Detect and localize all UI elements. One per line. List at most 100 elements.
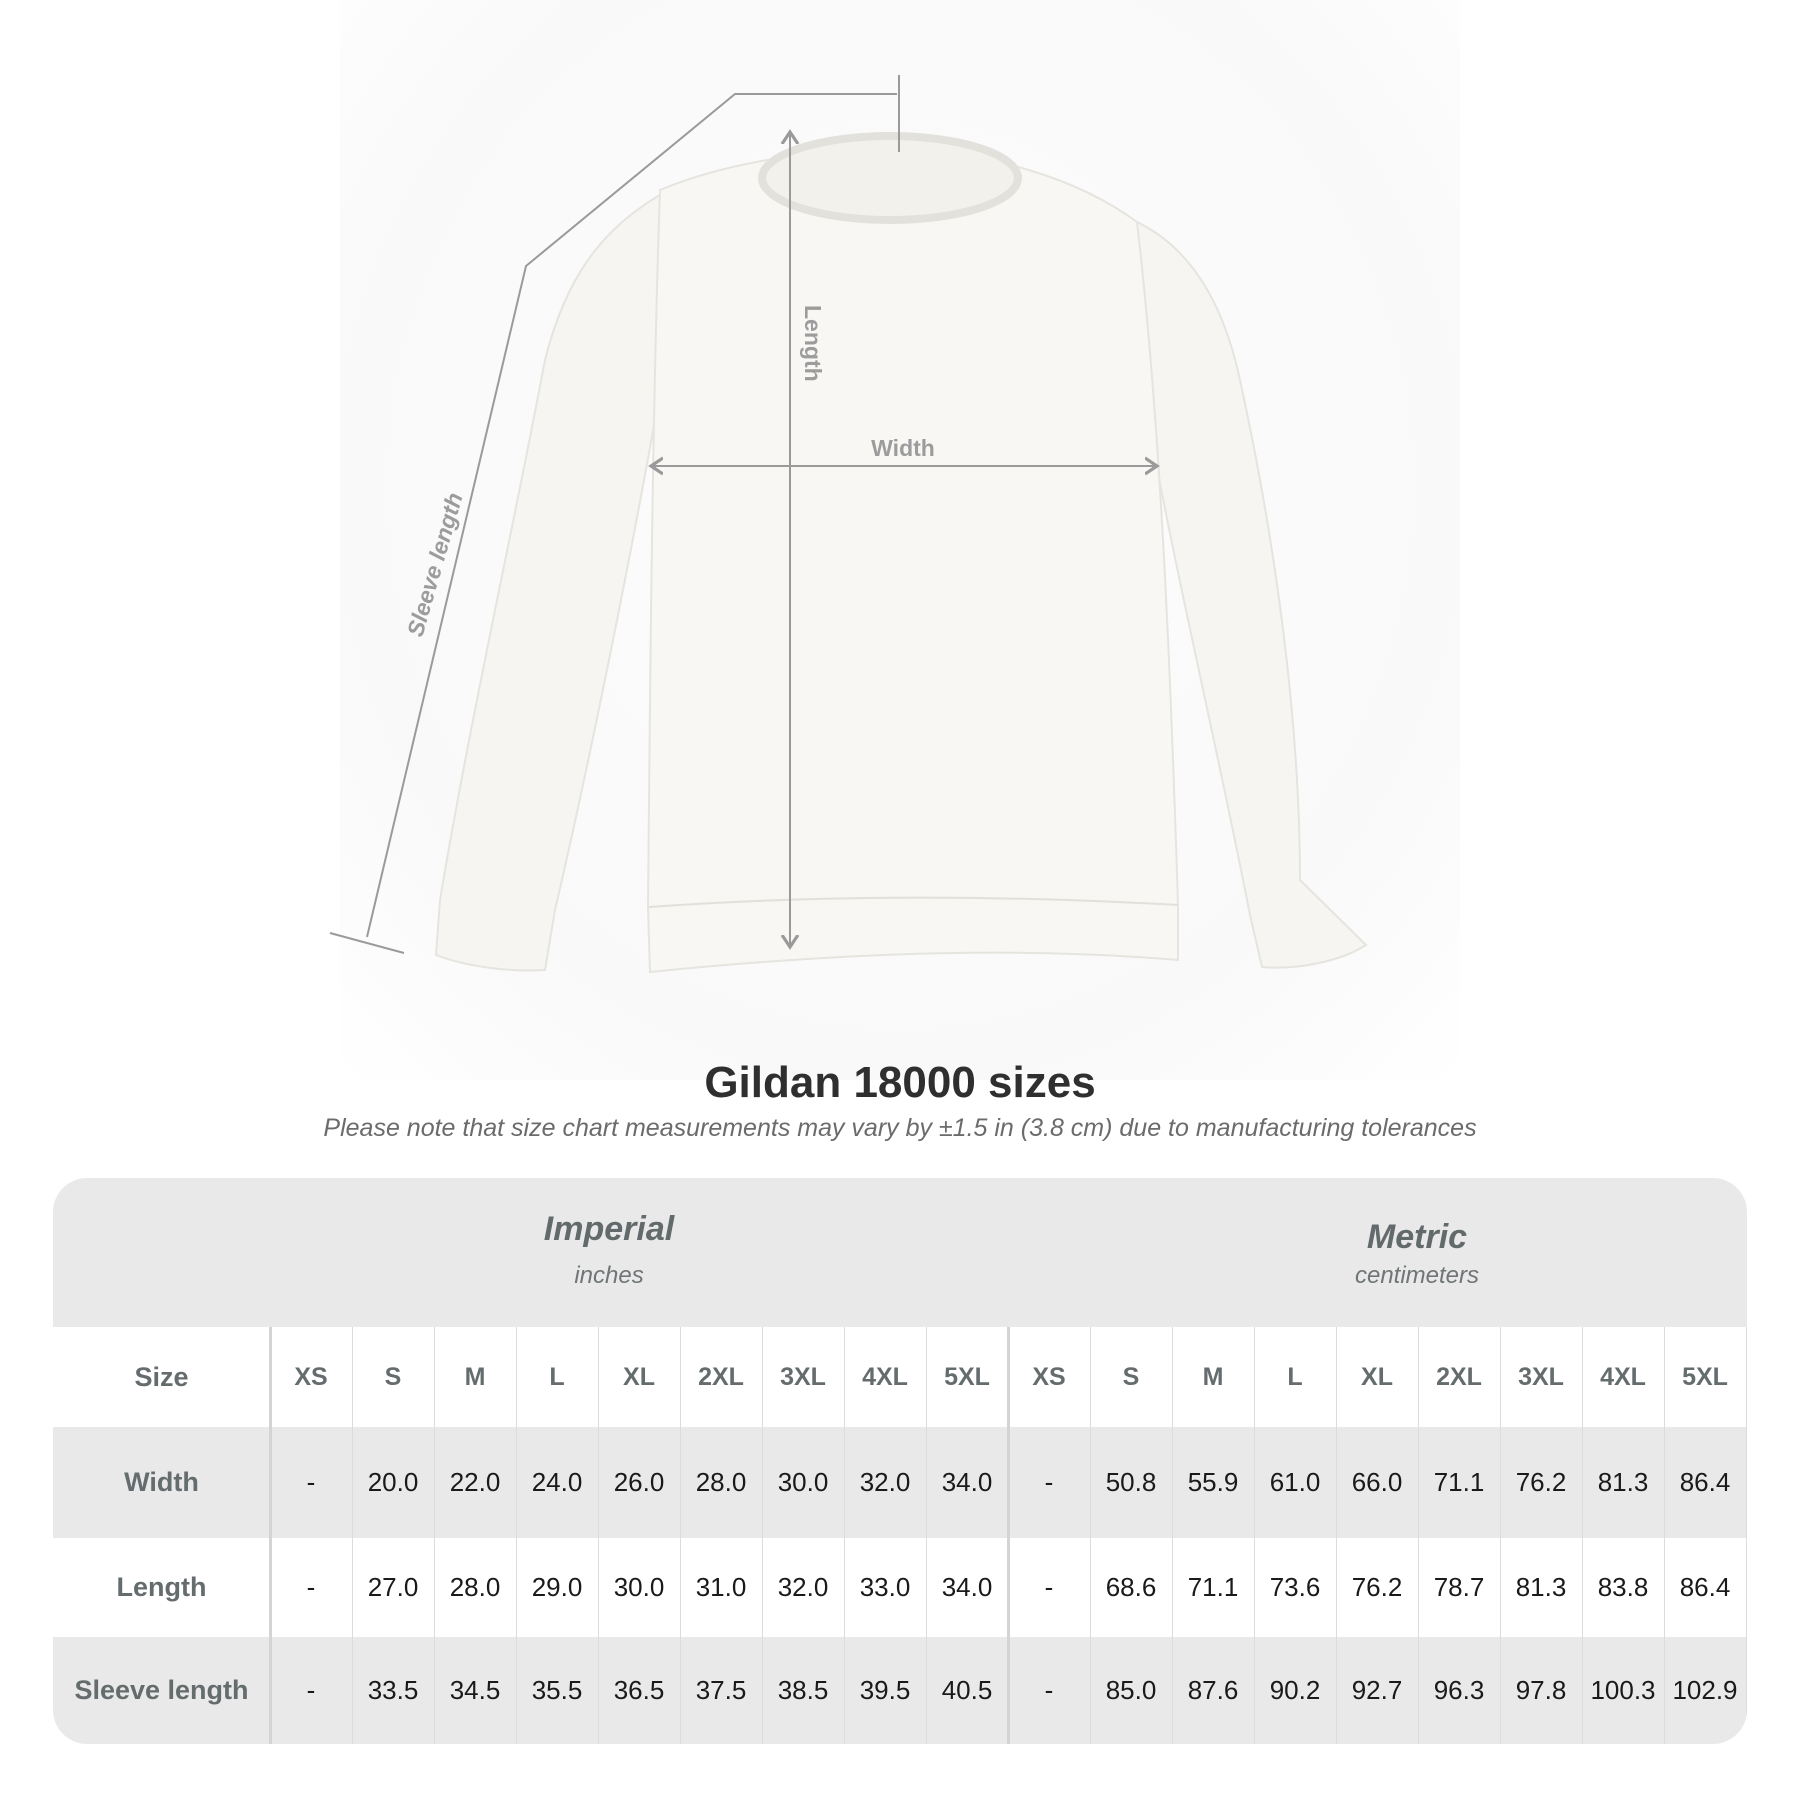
metric-size-header: 5XL: [1682, 1362, 1728, 1391]
imperial-value-cell: 24.0: [531, 1467, 583, 1497]
metric-value-cell: 81.3: [1597, 1467, 1649, 1497]
column-divider: [926, 1327, 927, 1744]
metric-value-cell: 97.8: [1515, 1675, 1567, 1705]
length-label: Length: [800, 305, 826, 382]
imperial-size-header: 3XL: [780, 1362, 826, 1391]
imperial-value-cell: 26.0: [613, 1467, 665, 1497]
column-divider: [1582, 1327, 1583, 1744]
metric-value-cell: 73.6: [1269, 1572, 1321, 1602]
metric-title: Metric: [1366, 1218, 1468, 1256]
column-divider: [1254, 1327, 1255, 1744]
metric-unit: centimeters: [1354, 1262, 1480, 1289]
sweatshirt-diagram: Length Width Sleeve length: [329, 75, 1368, 974]
column-divider: [1746, 1327, 1747, 1744]
column-divider: [269, 1327, 272, 1744]
metric-value-cell: 81.3: [1515, 1572, 1567, 1602]
column-divider: [1090, 1327, 1091, 1744]
metric-size-header: XL: [1361, 1362, 1393, 1391]
metric-value-cell: 96.3: [1433, 1675, 1485, 1705]
table-header-band: [53, 1178, 1747, 1327]
metric-value-cell: -: [1044, 1572, 1054, 1602]
imperial-value-cell: 28.0: [695, 1467, 747, 1497]
sleeve-length-label: Sleeve length: [402, 490, 468, 640]
imperial-size-header: 2XL: [698, 1362, 744, 1391]
imperial-value-cell: 27.0: [367, 1572, 419, 1602]
metric-size-header: M: [1202, 1362, 1224, 1391]
metric-value-cell: 85.0: [1105, 1675, 1157, 1705]
metric-value-cell: 90.2: [1269, 1675, 1321, 1705]
column-divider: [1172, 1327, 1173, 1744]
metric-value-cell: 55.9: [1187, 1467, 1239, 1497]
column-divider: [1418, 1327, 1419, 1744]
metric-size-header: 3XL: [1518, 1362, 1564, 1391]
metric-value-cell: -: [1044, 1467, 1054, 1497]
imperial-size-header: XL: [623, 1362, 655, 1391]
column-divider: [680, 1327, 681, 1744]
metric-size-header: L: [1287, 1362, 1303, 1391]
column-divider: [1336, 1327, 1337, 1744]
metric-value-cell: 78.7: [1433, 1572, 1485, 1602]
imperial-size-header: 4XL: [862, 1362, 908, 1391]
imperial-value-cell: 31.0: [695, 1572, 747, 1602]
metric-value-cell: 86.4: [1679, 1572, 1731, 1602]
column-divider: [1007, 1327, 1010, 1744]
page-title: Gildan 18000 sizes: [704, 1058, 1096, 1107]
imperial-value-cell: 30.0: [613, 1572, 665, 1602]
tolerance-note: Please note that size chart measurements…: [323, 1114, 1477, 1142]
size-table: Imperial inches Metric centimeters Size X…: [53, 1178, 1747, 1744]
imperial-title: Imperial: [543, 1210, 675, 1248]
imperial-value-cell: 34.0: [941, 1572, 993, 1602]
row-band-sleeve: [53, 1637, 1747, 1744]
metric-size-header: 2XL: [1436, 1362, 1482, 1391]
imperial-value-cell: 33.5: [367, 1675, 419, 1705]
imperial-value-cell: -: [306, 1467, 316, 1497]
imperial-size-header: 5XL: [944, 1362, 990, 1391]
imperial-value-cell: 34.5: [449, 1675, 501, 1705]
imperial-value-cell: -: [306, 1572, 316, 1602]
metric-value-cell: 76.2: [1515, 1467, 1567, 1497]
imperial-value-cell: 30.0: [777, 1467, 829, 1497]
column-divider: [516, 1327, 517, 1744]
column-divider: [1500, 1327, 1501, 1744]
metric-size-header: S: [1122, 1362, 1140, 1391]
row-label: Width: [124, 1467, 199, 1497]
imperial-value-cell: 36.5: [613, 1675, 665, 1705]
imperial-value-cell: 39.5: [859, 1675, 911, 1705]
imperial-value-cell: 32.0: [777, 1572, 829, 1602]
column-divider: [434, 1327, 435, 1744]
column-divider: [598, 1327, 599, 1744]
metric-value-cell: 86.4: [1679, 1467, 1731, 1497]
metric-size-header: 4XL: [1600, 1362, 1646, 1391]
column-divider: [844, 1327, 845, 1744]
width-label: Width: [871, 435, 935, 461]
imperial-value-cell: 38.5: [777, 1675, 829, 1705]
imperial-value-cell: 33.0: [859, 1572, 911, 1602]
imperial-size-header: M: [464, 1362, 486, 1391]
imperial-value-cell: 37.5: [695, 1675, 747, 1705]
imperial-value-cell: -: [306, 1675, 316, 1705]
sweatshirt-image: [434, 132, 1368, 974]
column-divider: [762, 1327, 763, 1744]
metric-value-cell: 61.0: [1269, 1467, 1321, 1497]
metric-value-cell: 100.3: [1590, 1675, 1656, 1705]
imperial-value-cell: 40.5: [941, 1675, 993, 1705]
imperial-value-cell: 32.0: [859, 1467, 911, 1497]
metric-value-cell: 92.7: [1351, 1675, 1403, 1705]
metric-size-header: XS: [1032, 1362, 1066, 1391]
metric-value-cell: 71.1: [1433, 1467, 1485, 1497]
column-divider: [352, 1327, 353, 1744]
column-divider: [1664, 1327, 1665, 1744]
imperial-unit: inches: [574, 1262, 644, 1289]
metric-value-cell: 102.9: [1672, 1675, 1738, 1705]
imperial-value-cell: 20.0: [367, 1467, 419, 1497]
metric-value-cell: 83.8: [1597, 1572, 1649, 1602]
metric-value-cell: 68.6: [1105, 1572, 1157, 1602]
imperial-size-header: S: [384, 1362, 402, 1391]
metric-value-cell: 71.1: [1187, 1572, 1239, 1602]
row-band-width: [53, 1427, 1747, 1538]
imperial-value-cell: 34.0: [941, 1467, 993, 1497]
metric-value-cell: 87.6: [1187, 1675, 1239, 1705]
size-header-label: Size: [134, 1361, 189, 1392]
row-label: Sleeve length: [74, 1675, 249, 1705]
sleeve-length-guide: [366, 93, 897, 938]
